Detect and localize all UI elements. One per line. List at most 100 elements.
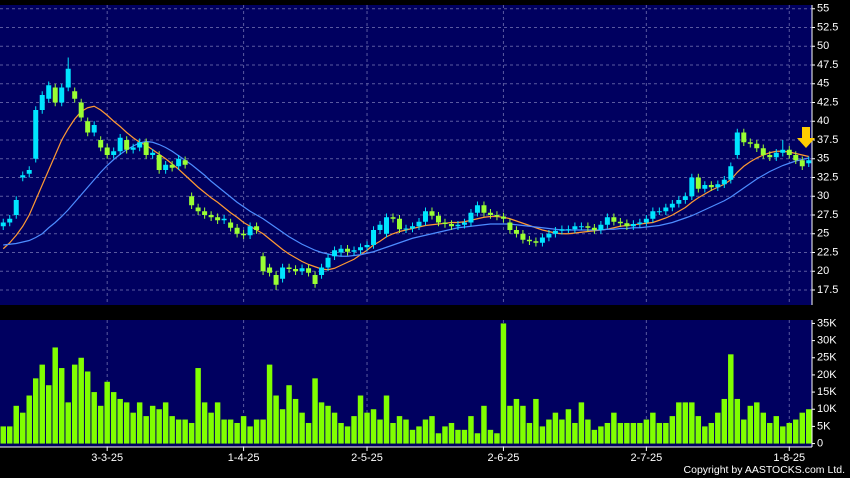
candle-body (397, 218, 403, 230)
candle-body (565, 229, 571, 231)
candle-body (260, 256, 266, 272)
candle-body (650, 211, 656, 219)
candle-body (455, 224, 461, 227)
candle-body (780, 149, 786, 153)
candle-body (338, 248, 344, 253)
candle-body (358, 247, 364, 251)
candle-body (409, 226, 415, 229)
volume-bar (240, 416, 247, 444)
volume-bar (546, 419, 552, 444)
volume-bar (13, 405, 19, 444)
price-panel (0, 5, 812, 305)
volume-bar (78, 357, 84, 444)
volume-bar (669, 416, 676, 444)
candle-body (52, 87, 58, 103)
volume-bar (338, 422, 344, 444)
volume-bar (351, 416, 357, 444)
y-tick-label: 5K (817, 420, 831, 432)
candle-body (708, 185, 714, 188)
candle-body (345, 248, 351, 252)
candle-body (156, 155, 162, 170)
volume-bar (598, 426, 604, 444)
y-tick-label: 20 (817, 265, 829, 277)
volume-bar (299, 412, 305, 444)
candle-body (273, 275, 279, 285)
candle-body (637, 222, 643, 224)
candle-body (513, 230, 519, 234)
candle-body (416, 221, 422, 227)
volume-bar (728, 354, 734, 444)
volume-bar (422, 419, 429, 444)
candle-body (312, 275, 318, 284)
candle-body (150, 152, 156, 155)
candle-body (422, 211, 428, 222)
y-tick-label: 50 (817, 40, 829, 52)
volume-bar (52, 347, 58, 444)
volume-bar (325, 405, 331, 444)
volume-bar (143, 416, 149, 444)
volume-bar (377, 419, 383, 444)
volume-bar (806, 409, 812, 444)
volume-bar (182, 419, 188, 444)
volume-bar (312, 378, 318, 444)
x-tick-label: 2-6-25 (488, 452, 520, 464)
volume-bar (357, 395, 364, 444)
volume-bar (234, 422, 240, 444)
candle-body (578, 226, 584, 228)
volume-bar (39, 364, 45, 444)
candle-body (325, 257, 331, 268)
volume-bar (117, 398, 123, 444)
volume-bar (110, 392, 117, 444)
candle-body (461, 222, 467, 225)
x-tick-label: 1-8-25 (773, 452, 805, 464)
volume-bar (20, 412, 26, 444)
volume-bar (721, 398, 728, 444)
volume-bar (429, 416, 435, 444)
volume-bar (624, 422, 630, 444)
volume-bar (0, 426, 6, 444)
volume-bar (487, 429, 494, 444)
candle-body (319, 267, 325, 275)
candle-body (494, 215, 500, 217)
candle-body (786, 149, 792, 155)
volume-bar (715, 412, 721, 444)
y-tick-label: 27.5 (817, 209, 838, 221)
candle-body (689, 177, 695, 197)
candle-body (280, 267, 286, 279)
volume-bar (175, 419, 182, 444)
volume-bar (611, 412, 617, 444)
candle-body (384, 217, 390, 234)
x-tick-label: 1-4-25 (228, 452, 260, 464)
volume-bar (7, 426, 13, 444)
x-tick-label: 2-7-25 (630, 452, 662, 464)
volume-bar (416, 426, 422, 444)
candle-body (33, 110, 39, 159)
candle-body (715, 184, 721, 188)
candle-body (247, 226, 253, 236)
y-tick-label: 25K (817, 352, 837, 364)
candle-body (254, 226, 260, 230)
candle-body (241, 233, 247, 236)
volume-bar (32, 378, 39, 444)
candle-body (552, 230, 558, 234)
volume-bar (741, 419, 747, 444)
volume-bar (708, 422, 715, 444)
candle-body (65, 68, 71, 88)
candle-body (604, 217, 610, 225)
y-tick-label: 22.5 (817, 246, 838, 258)
candle-body (526, 239, 532, 242)
volume-bar (104, 381, 110, 444)
candle-body (163, 164, 169, 170)
volume-bar (136, 402, 143, 444)
volume-bar (344, 426, 351, 444)
candle-body (520, 233, 526, 240)
volume-bar (747, 405, 754, 444)
volume-bar (390, 422, 396, 444)
candle-body (806, 160, 812, 164)
volume-bar (474, 433, 481, 444)
volume-bar (461, 429, 468, 444)
volume-bar (734, 398, 741, 444)
volume-bar (286, 385, 292, 444)
candle-body (104, 147, 110, 155)
marker-arrow (797, 127, 815, 148)
